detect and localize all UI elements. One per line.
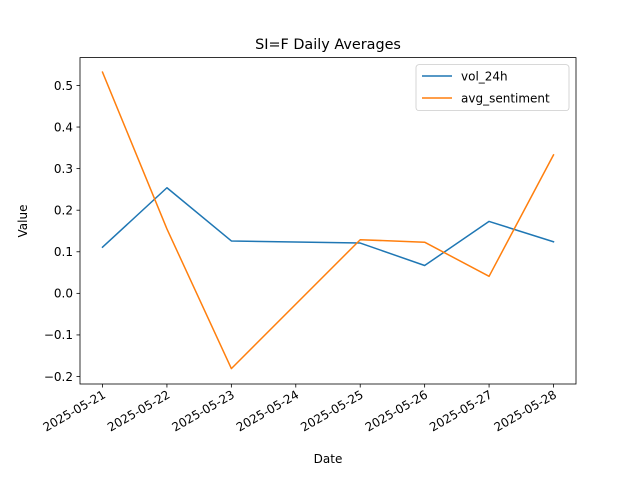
y-tick-label: 0.3 xyxy=(54,162,73,176)
y-tick-label: −0.1 xyxy=(44,328,73,342)
plot-lines xyxy=(101,71,555,370)
y-tick-label: 0.5 xyxy=(54,79,73,93)
legend-frame xyxy=(415,64,570,111)
legend: vol_24h avg_sentiment xyxy=(415,64,570,111)
y-axis-label: Value xyxy=(16,205,30,238)
y-axis: −0.2 −0.1 0.0 0.1 0.2 0.3 0.4 0.5 xyxy=(44,79,80,384)
legend-label: avg_sentiment xyxy=(461,91,550,105)
y-tick-label: 0.1 xyxy=(54,245,73,259)
y-tick-label: −0.2 xyxy=(44,370,73,384)
y-tick-label: 0.2 xyxy=(54,203,73,217)
legend-label: vol_24h xyxy=(461,69,508,83)
series-line-avg-sentiment xyxy=(101,71,555,370)
y-tick-label: 0.0 xyxy=(54,287,73,301)
y-tick-label: 0.4 xyxy=(54,120,73,134)
series-line-vol-24h xyxy=(101,186,555,267)
chart-title: SI=F Daily Averages xyxy=(255,37,401,53)
x-axis-label: Date xyxy=(314,452,343,466)
plot-area-frame xyxy=(79,57,577,385)
